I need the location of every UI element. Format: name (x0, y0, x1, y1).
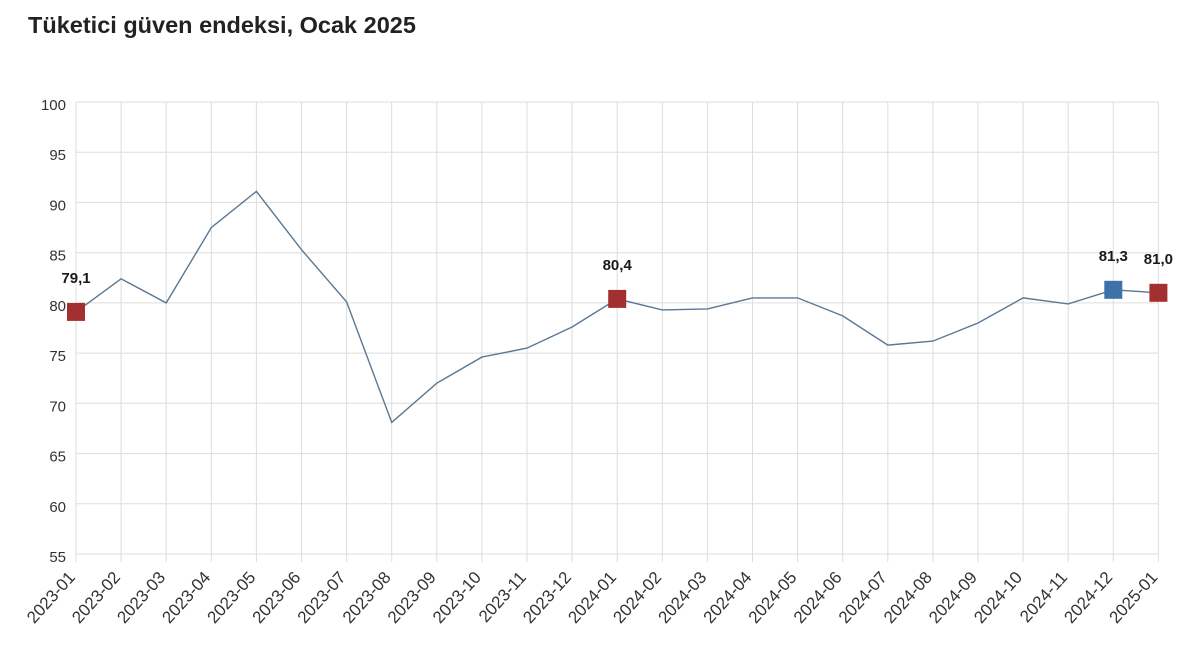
svg-text:80: 80 (49, 298, 66, 315)
svg-text:81,0: 81,0 (1144, 251, 1173, 268)
svg-text:2024-05: 2024-05 (745, 568, 801, 627)
svg-text:2023-07: 2023-07 (294, 568, 350, 627)
svg-text:2023-06: 2023-06 (249, 568, 305, 627)
svg-text:2023-08: 2023-08 (339, 568, 395, 627)
svg-text:95: 95 (49, 147, 66, 164)
svg-text:2023-05: 2023-05 (204, 568, 260, 627)
svg-text:2024-12: 2024-12 (1060, 568, 1116, 627)
svg-text:70: 70 (49, 398, 66, 415)
svg-text:85: 85 (49, 248, 66, 265)
svg-text:81,3: 81,3 (1099, 248, 1128, 265)
svg-text:55: 55 (49, 549, 66, 566)
svg-text:2025-01: 2025-01 (1106, 568, 1162, 627)
svg-text:2024-04: 2024-04 (700, 568, 756, 627)
svg-text:2024-07: 2024-07 (835, 568, 891, 627)
svg-text:2024-09: 2024-09 (925, 568, 981, 627)
svg-text:2023-12: 2023-12 (519, 568, 575, 627)
svg-text:2024-08: 2024-08 (880, 568, 936, 627)
svg-text:100: 100 (41, 97, 66, 114)
svg-text:80,4: 80,4 (603, 257, 633, 274)
svg-text:2024-01: 2024-01 (564, 568, 620, 627)
svg-text:2023-02: 2023-02 (68, 568, 124, 627)
svg-text:2023-09: 2023-09 (384, 568, 440, 627)
svg-text:2023-10: 2023-10 (429, 568, 485, 627)
svg-text:60: 60 (49, 499, 66, 516)
svg-text:2024-10: 2024-10 (970, 568, 1026, 627)
svg-text:65: 65 (49, 449, 66, 466)
svg-text:79,1: 79,1 (61, 270, 90, 287)
svg-text:2024-03: 2024-03 (655, 568, 711, 627)
svg-text:2023-01: 2023-01 (23, 568, 79, 627)
svg-text:2024-02: 2024-02 (609, 568, 665, 627)
svg-text:2023-04: 2023-04 (158, 568, 214, 627)
svg-text:2024-06: 2024-06 (790, 568, 846, 627)
svg-text:75: 75 (49, 348, 66, 365)
svg-text:90: 90 (49, 197, 66, 214)
svg-text:2023-03: 2023-03 (113, 568, 169, 627)
